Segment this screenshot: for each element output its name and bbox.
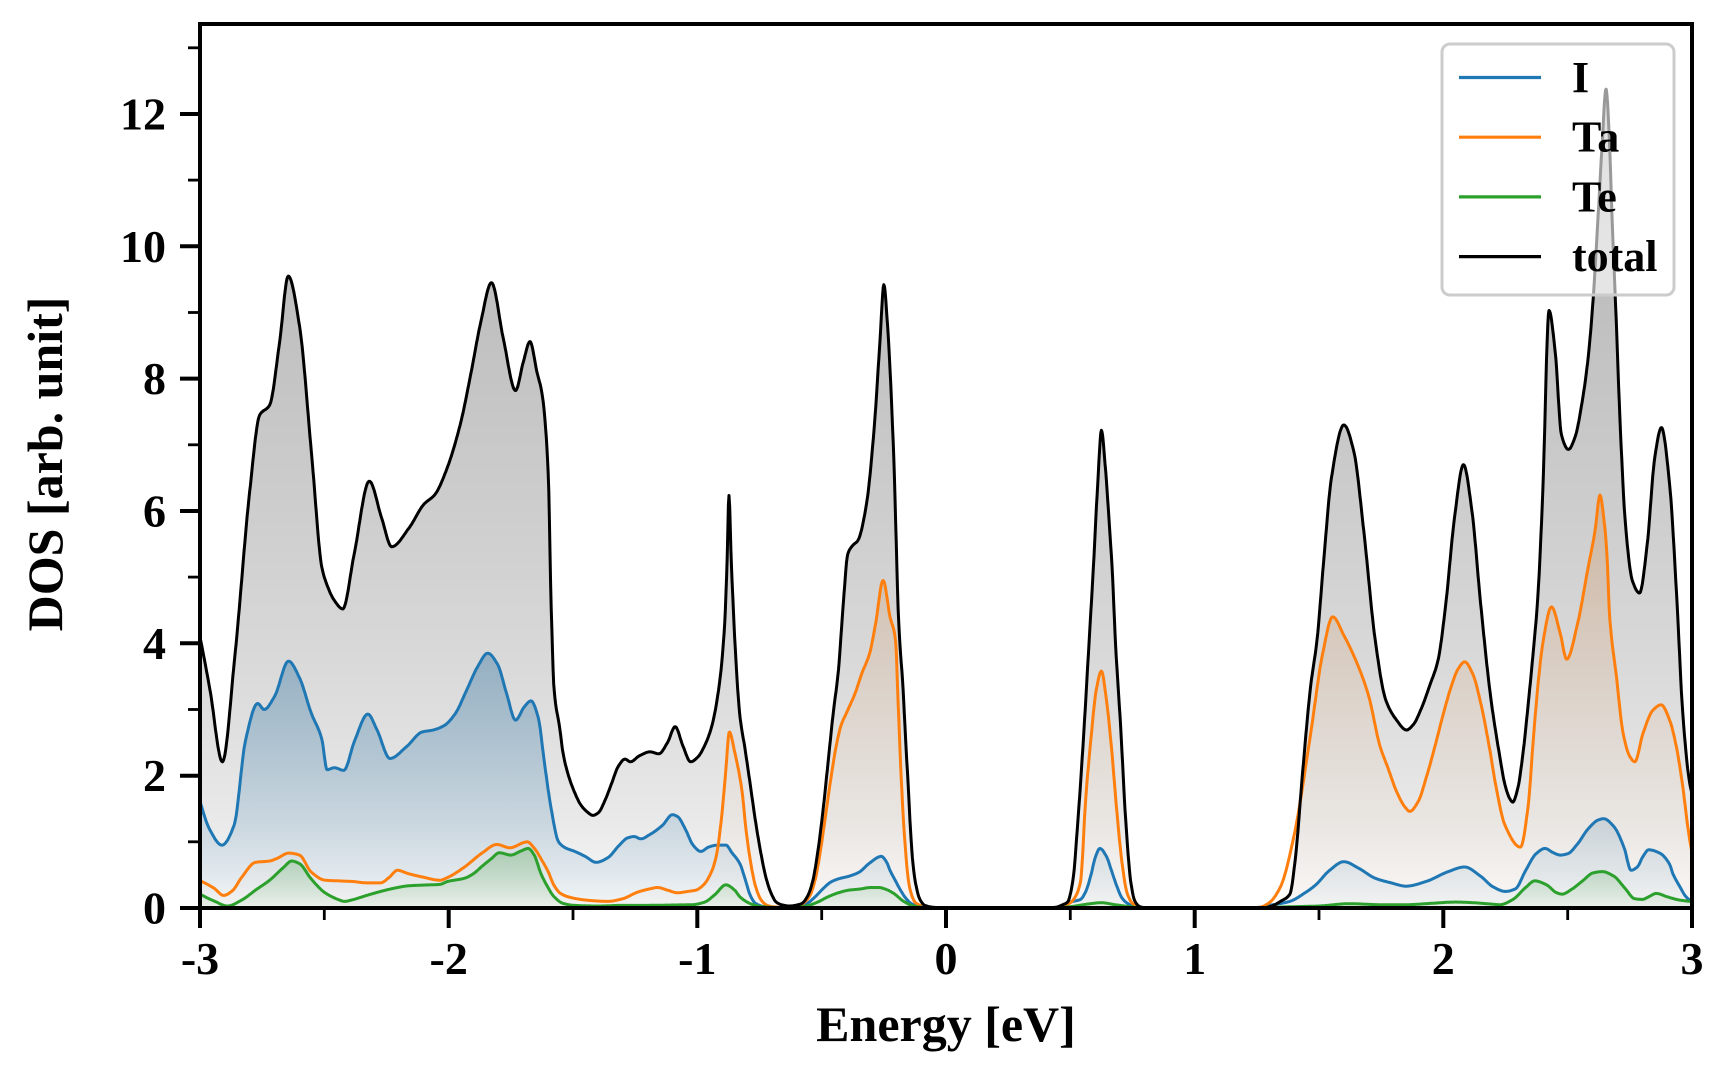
svg-text:6: 6 [143,486,166,537]
svg-text:2: 2 [143,750,166,801]
svg-text:-1: -1 [678,933,716,984]
svg-text:total: total [1572,232,1658,281]
svg-text:2: 2 [1432,933,1455,984]
svg-text:-2: -2 [430,933,468,984]
svg-text:12: 12 [120,89,166,140]
svg-text:Te: Te [1572,172,1617,221]
svg-text:DOS [arb. unit]: DOS [arb. unit] [17,297,73,632]
svg-text:8: 8 [143,353,166,404]
svg-text:10: 10 [120,221,166,272]
svg-text:Energy [eV]: Energy [eV] [816,996,1076,1052]
svg-text:Ta: Ta [1572,113,1619,162]
svg-text:0: 0 [143,883,166,934]
svg-text:3: 3 [1681,933,1704,984]
svg-text:-3: -3 [181,933,219,984]
svg-text:4: 4 [143,618,166,669]
svg-text:0: 0 [935,933,958,984]
svg-text:1: 1 [1183,933,1206,984]
svg-text:I: I [1572,53,1589,102]
